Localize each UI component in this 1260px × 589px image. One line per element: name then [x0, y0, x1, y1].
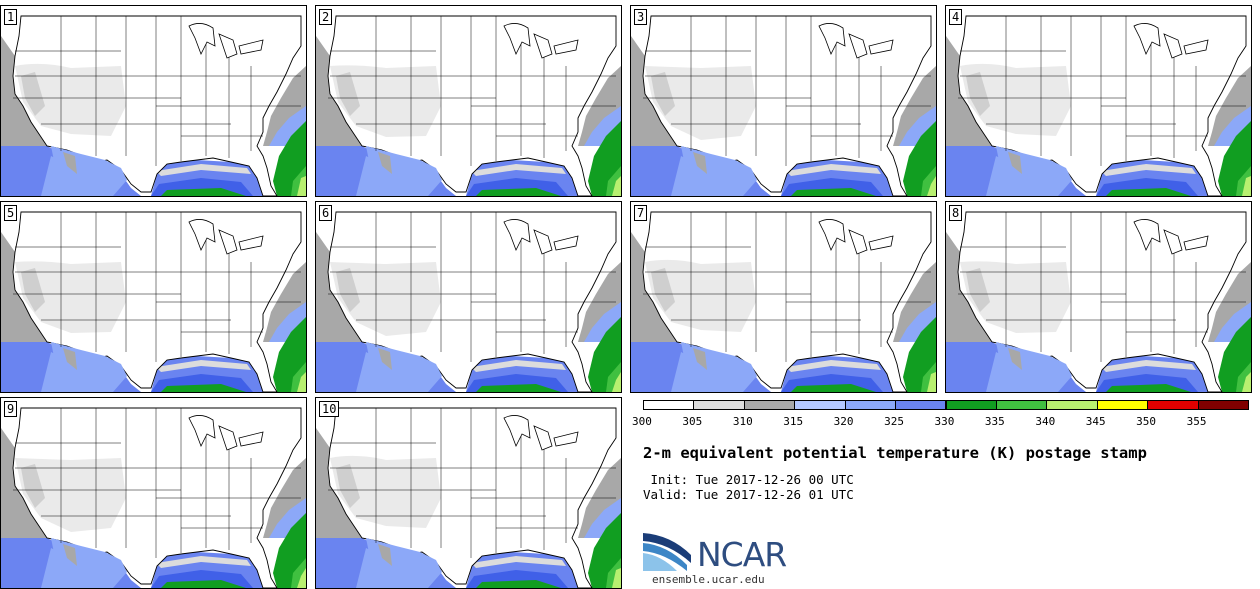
panel-label: 9 [4, 401, 18, 417]
colorbar-segment [844, 400, 897, 410]
map-panel-6[interactable]: 6 [315, 201, 622, 393]
panel-label: 8 [949, 205, 963, 221]
colorbar-tick-label: 340 [1035, 415, 1056, 428]
colorbar-segment [1096, 400, 1149, 410]
map-panel-8[interactable]: 8 [945, 201, 1252, 393]
map-panel-1[interactable]: 1 [0, 5, 307, 197]
colorbar-tick-label: 315 [783, 415, 804, 428]
site-url: ensemble.ucar.edu [652, 573, 765, 586]
conus-map [316, 211, 621, 392]
conus-map [1, 407, 306, 588]
panel-label: 4 [949, 9, 963, 25]
colorbar-tick-label: 310 [732, 415, 753, 428]
panel-label: 10 [319, 401, 340, 417]
colorbar-tick-label: 300 [632, 415, 652, 428]
panel-label: 2 [319, 9, 333, 25]
map-panel-7[interactable]: 7 [630, 201, 937, 393]
conus-map [316, 15, 621, 196]
colorbar-tick-label: 350 [1136, 415, 1157, 428]
map-panel-10[interactable]: 10 [315, 397, 622, 589]
conus-map [1, 211, 306, 392]
colorbar-tick-label: 355 [1186, 415, 1207, 428]
map-panel-5[interactable]: 5 [0, 201, 307, 393]
colorbar-tick-label: 330 [934, 415, 955, 428]
conus-map [1, 15, 306, 196]
colorbar-tick-label: 325 [884, 415, 904, 428]
init-time: Init: Tue 2017-12-26 00 UTC [643, 472, 854, 487]
map-panel-2[interactable]: 2 [315, 5, 622, 197]
map-panel-3[interactable]: 3 [630, 5, 937, 197]
map-panel-4[interactable]: 4 [945, 5, 1252, 197]
colorbar-segment [794, 400, 846, 410]
colorbar-segment [1147, 400, 1199, 410]
colorbar-tick-label: 345 [1085, 415, 1106, 428]
colorbar-tick-label: 305 [682, 415, 703, 428]
colorbar-segment [693, 400, 745, 410]
colorbar-tick-label: 335 [984, 415, 1005, 428]
ncar-logo-icon [643, 533, 691, 571]
conus-map [946, 211, 1251, 392]
conus-map [631, 211, 936, 392]
conus-map [946, 15, 1251, 196]
panel-label: 5 [4, 205, 18, 221]
panel-label: 3 [634, 9, 648, 25]
colorbar-segment [1197, 400, 1249, 410]
colorbar-segment [995, 400, 1048, 410]
colorbar-tick-label: 320 [833, 415, 854, 428]
conus-map [316, 407, 621, 588]
panel-label: 7 [634, 205, 648, 221]
colorbar [643, 400, 1249, 411]
panel-label: 6 [319, 205, 333, 221]
colorbar-segment [895, 400, 947, 410]
map-panel-9[interactable]: 9 [0, 397, 307, 589]
ncar-logo-text: NCAR [697, 535, 787, 574]
colorbar-segment [945, 400, 997, 410]
page-title: 2-m equivalent potential temperature (K)… [643, 444, 1147, 462]
panel-label: 1 [4, 9, 18, 25]
colorbar-segment [1046, 400, 1098, 410]
valid-time: Valid: Tue 2017-12-26 01 UTC [643, 487, 854, 502]
colorbar-segment [643, 400, 695, 410]
conus-map [631, 15, 936, 196]
colorbar-segment [743, 400, 796, 410]
